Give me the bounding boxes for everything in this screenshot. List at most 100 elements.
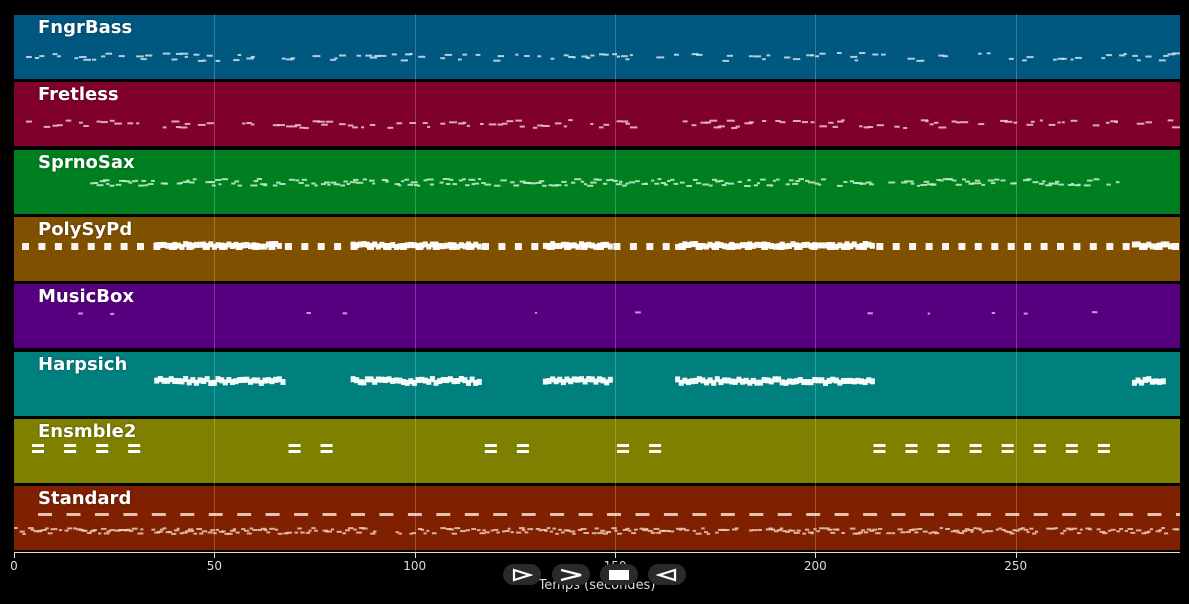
note	[995, 528, 999, 531]
note	[373, 530, 377, 533]
note	[230, 379, 235, 385]
note	[875, 532, 881, 535]
note	[766, 54, 771, 57]
note	[186, 379, 192, 386]
note	[103, 179, 110, 182]
note	[415, 377, 421, 383]
note	[743, 377, 749, 384]
note	[218, 530, 225, 533]
note	[276, 181, 281, 184]
note	[582, 242, 588, 249]
note	[830, 376, 836, 383]
note	[411, 379, 417, 386]
note	[572, 56, 576, 59]
note	[519, 125, 525, 128]
note	[823, 242, 828, 249]
note	[581, 55, 588, 58]
note	[819, 125, 827, 128]
rewind-button[interactable]	[648, 564, 686, 585]
note	[714, 376, 720, 383]
note	[541, 125, 550, 127]
note	[1149, 243, 1155, 250]
note	[409, 532, 413, 535]
note	[715, 180, 721, 183]
note	[722, 59, 730, 62]
note	[1040, 243, 1048, 250]
note	[765, 377, 771, 384]
note	[140, 528, 144, 531]
note	[1001, 450, 1014, 453]
note	[929, 123, 934, 126]
note	[64, 444, 77, 447]
note	[67, 527, 73, 530]
note	[137, 532, 144, 535]
note	[635, 180, 640, 183]
note	[546, 244, 552, 250]
note	[810, 121, 815, 124]
note	[412, 532, 417, 535]
stop-button[interactable]	[600, 564, 638, 585]
note	[393, 377, 399, 384]
note	[732, 378, 738, 385]
note	[237, 54, 242, 56]
note	[625, 527, 630, 530]
note	[607, 376, 613, 383]
note	[1032, 532, 1037, 535]
forward-button[interactable]	[552, 564, 590, 585]
note	[324, 181, 330, 184]
note	[269, 241, 275, 248]
note	[1033, 513, 1048, 516]
note	[1167, 119, 1174, 122]
note	[600, 241, 606, 248]
note	[304, 184, 310, 187]
tick-mark	[615, 553, 617, 558]
note-lane	[90, 178, 1120, 187]
note	[215, 59, 221, 62]
note	[925, 243, 933, 250]
note	[955, 183, 962, 186]
note	[458, 122, 465, 125]
note	[260, 527, 267, 530]
note	[276, 242, 282, 249]
note	[372, 182, 376, 185]
note	[58, 529, 63, 532]
note	[115, 183, 122, 186]
note	[558, 528, 562, 531]
note	[484, 450, 497, 453]
note	[802, 532, 806, 535]
note	[1085, 527, 1091, 530]
note	[560, 531, 565, 534]
note	[419, 376, 425, 383]
note	[401, 180, 405, 183]
note	[1124, 530, 1128, 532]
note	[667, 530, 671, 533]
note	[612, 53, 617, 56]
note	[851, 241, 857, 248]
note	[1051, 182, 1059, 185]
note	[415, 243, 421, 250]
play-button[interactable]	[503, 564, 541, 585]
note	[622, 528, 628, 531]
note	[1026, 56, 1034, 59]
note	[801, 242, 807, 248]
note	[465, 529, 470, 532]
note	[140, 58, 147, 61]
note	[197, 241, 203, 248]
tick-label: 0	[10, 559, 18, 573]
note	[193, 379, 199, 386]
note	[568, 242, 574, 249]
note	[131, 527, 138, 530]
note	[135, 179, 139, 182]
note	[657, 178, 662, 181]
note	[758, 379, 764, 386]
note	[157, 242, 163, 248]
note	[609, 178, 614, 181]
note	[429, 241, 435, 248]
note	[866, 241, 872, 248]
note	[964, 528, 970, 531]
note	[294, 513, 309, 516]
note	[930, 183, 935, 186]
note	[418, 55, 426, 58]
note	[1119, 528, 1123, 530]
note	[586, 241, 592, 248]
